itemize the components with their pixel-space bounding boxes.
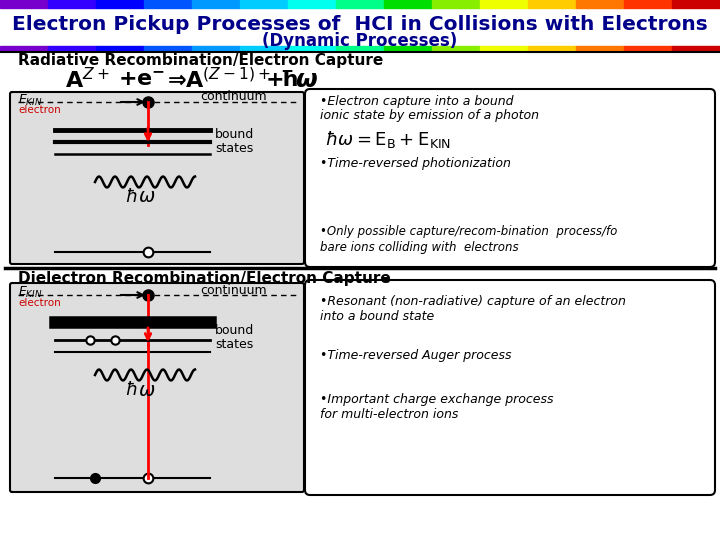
- Bar: [528, 0, 576, 8]
- Bar: [576, 46, 624, 51]
- Text: continuum: continuum: [200, 284, 266, 296]
- Bar: [192, 46, 240, 51]
- Text: into a bound state: into a bound state: [320, 310, 434, 323]
- Text: electron: electron: [18, 105, 60, 115]
- Text: $\hbar\omega = \mathrm{E}_\mathrm{B} + \mathrm{E}_\mathrm{KIN}$: $\hbar\omega = \mathrm{E}_\mathrm{B} + \…: [325, 130, 451, 151]
- Bar: [336, 0, 384, 8]
- Text: Radiative Recombination/Electron Capture: Radiative Recombination/Electron Capture: [18, 53, 383, 69]
- FancyBboxPatch shape: [10, 283, 304, 492]
- Bar: [384, 0, 432, 8]
- Bar: [624, 46, 672, 51]
- Bar: [288, 0, 336, 8]
- Text: $\omega$: $\omega$: [138, 381, 156, 400]
- Text: continuum: continuum: [200, 91, 266, 104]
- Text: ionic state by emission of a photon: ionic state by emission of a photon: [320, 110, 539, 123]
- Text: $E_{KIN}$: $E_{KIN}$: [18, 92, 42, 107]
- Bar: [480, 46, 528, 51]
- FancyBboxPatch shape: [305, 89, 715, 267]
- Text: $\mathbf{\hbar}$: $\mathbf{\hbar}$: [280, 70, 298, 90]
- Bar: [96, 46, 144, 51]
- Bar: [672, 46, 720, 51]
- Text: •Important charge exchange process: •Important charge exchange process: [320, 394, 554, 407]
- FancyBboxPatch shape: [10, 92, 304, 264]
- Text: $\mathbf{\Rightarrow}$: $\mathbf{\Rightarrow}$: [163, 70, 187, 90]
- Text: bound: bound: [215, 129, 254, 141]
- Bar: [144, 0, 192, 8]
- Text: $\mathbf{A}^{Z+}$: $\mathbf{A}^{Z+}$: [65, 68, 109, 92]
- Bar: [144, 46, 192, 51]
- Text: Dielectron Recombination/Electron Capture: Dielectron Recombination/Electron Captur…: [18, 271, 391, 286]
- Bar: [672, 0, 720, 8]
- Text: •Time-reversed photionization: •Time-reversed photionization: [320, 158, 511, 171]
- Text: •Electron capture into a bound: •Electron capture into a bound: [320, 96, 513, 109]
- Text: •Time-reversed Auger process: •Time-reversed Auger process: [320, 348, 511, 361]
- Bar: [48, 0, 96, 8]
- Bar: [48, 46, 96, 51]
- Text: electron: electron: [18, 298, 60, 308]
- Bar: [240, 46, 288, 51]
- Text: $\boldsymbol{\omega}$: $\boldsymbol{\omega}$: [295, 68, 318, 92]
- Bar: [336, 46, 384, 51]
- Bar: [0, 0, 48, 8]
- Text: bound: bound: [215, 323, 254, 336]
- Bar: [192, 0, 240, 8]
- Bar: [528, 46, 576, 51]
- Text: for multi-electron ions: for multi-electron ions: [320, 408, 459, 422]
- Bar: [384, 46, 432, 51]
- Text: states: states: [215, 338, 253, 350]
- Text: $\mathbf{+ e^{-}}$: $\mathbf{+ e^{-}}$: [118, 70, 166, 90]
- Text: $\mathbf{+}$: $\mathbf{+}$: [265, 70, 283, 90]
- Bar: [432, 0, 480, 8]
- Text: bare ions colliding with  electrons: bare ions colliding with electrons: [320, 240, 518, 253]
- Text: states: states: [215, 141, 253, 154]
- Bar: [0, 46, 48, 51]
- Bar: [432, 46, 480, 51]
- Bar: [624, 0, 672, 8]
- Text: $E_{KIN}$: $E_{KIN}$: [18, 285, 42, 300]
- Text: Electron Pickup Processes of  HCI in Collisions with Electrons: Electron Pickup Processes of HCI in Coll…: [12, 16, 708, 35]
- Text: •Only possible capture/recom-bination  process/fo: •Only possible capture/recom-bination pr…: [320, 226, 617, 239]
- Text: $\mathbf{A}^{(Z-1)+}$: $\mathbf{A}^{(Z-1)+}$: [185, 68, 271, 92]
- Text: •Resonant (non-radiative) capture of an electron: •Resonant (non-radiative) capture of an …: [320, 295, 626, 308]
- FancyBboxPatch shape: [305, 280, 715, 495]
- Text: $\omega$: $\omega$: [138, 187, 156, 206]
- Bar: [288, 46, 336, 51]
- Bar: [96, 0, 144, 8]
- Bar: [480, 0, 528, 8]
- Text: $\hbar$: $\hbar$: [125, 188, 138, 206]
- Text: (Dynamic Processes): (Dynamic Processes): [262, 32, 458, 50]
- Bar: [240, 0, 288, 8]
- Text: $\hbar$: $\hbar$: [125, 381, 138, 399]
- Bar: [576, 0, 624, 8]
